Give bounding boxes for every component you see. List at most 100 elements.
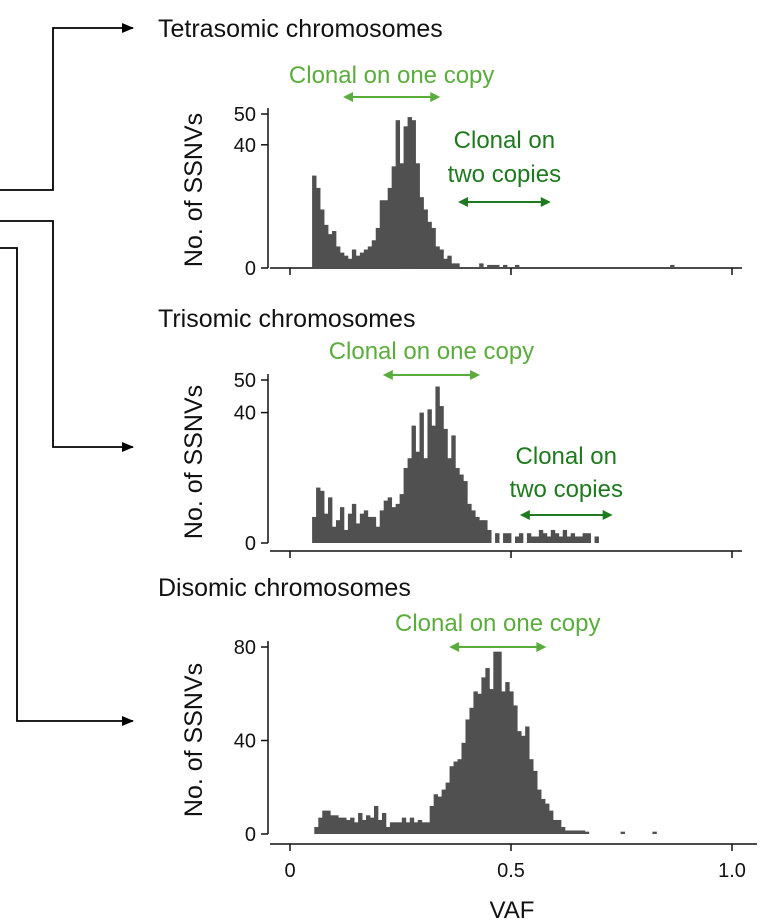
annotation-arrowhead-right [536,642,547,652]
histogram-bar [538,529,544,543]
histogram-bar [431,425,436,543]
histogram-bar [391,166,397,268]
histogram-bar [331,231,337,268]
histogram-bar [338,817,343,834]
histogram-bar [316,187,321,268]
connector-lines [0,23,134,726]
histogram-bar [395,120,401,268]
histogram-bar [526,533,532,543]
y-tick-label: 50 [234,370,256,392]
histogram-bar [493,651,498,834]
histogram-bar [550,529,556,543]
histogram-bar [552,819,558,834]
histogram-bar [530,536,536,543]
connector-disomic [0,247,134,726]
histogram-bar [479,263,484,268]
panel-title: Disomic chromosomes [158,574,411,602]
histogram-bar [322,810,327,834]
histogram-bar [377,819,383,834]
histogram-bar [391,507,397,543]
histogram-bar [529,759,534,834]
annotations: Clonal on one copy Clonal on two copies [289,62,561,207]
histogram-bar [495,264,500,268]
histogram-bar [350,817,355,834]
histogram-bar [417,819,423,834]
histogram-bar [471,510,476,543]
histogram-bar [503,533,508,543]
histogram-bar [443,258,448,268]
histogram-bar [487,529,492,543]
histogram-bar [433,794,439,834]
histogram-bar [475,516,480,543]
panel-tetrasomic: Tetrasomic chromosomes No. of SSNVs 0 40 5… [158,15,742,280]
histogram-bar [670,264,675,268]
histogram-bar [395,503,401,543]
histogram-bar [379,510,385,543]
histogram-bar [339,507,345,543]
y-tick-label: 40 [234,403,256,425]
histogram-bar [312,516,317,543]
histogram-bar [459,474,464,543]
histogram-bar [367,516,373,543]
histogram-bar [335,520,341,543]
annotation-arrowhead-left [449,642,460,652]
histogram-bar [363,510,369,543]
histogram-bar [564,830,570,834]
y-tick-label: 40 [234,135,256,157]
histogram-bar [330,815,335,834]
histogram-bar [316,487,321,543]
histogram-bar [469,707,474,834]
histogram-bar [491,264,496,268]
histogram-bar [421,822,427,834]
histogram-bar [574,536,580,543]
panel-trisomic: Trisomic chromosomes No. of SSNVs 04050 … [158,305,742,558]
histogram-bar [403,126,408,268]
histogram-bar [443,428,448,543]
histogram-bar [554,533,560,543]
x-tick-label: 0.5 [497,860,525,882]
x-tick-label: 0 [284,860,295,882]
histogram-bar [477,693,482,834]
histogram-bar [560,826,566,834]
y-axis-label: No. of SSNVs [180,663,208,817]
histogram-bar [397,822,403,834]
annotation-label: Clonal on one copy [329,338,534,365]
histogram-bar [375,526,381,543]
histogram-bar [389,822,395,834]
histogram-bar [401,817,407,834]
histogram-bar [363,249,369,268]
annotation-label: Clonal on two copies [448,127,561,188]
histogram-bar [439,249,444,268]
y-tick-label: 0 [245,258,256,280]
histogram-bars [314,651,657,834]
histogram-bar [542,533,548,543]
histogram-bar [505,682,510,834]
histogram-bar [355,523,361,543]
histogram-bar [431,227,436,268]
histogram-bar [455,263,460,268]
histogram-bar [366,815,371,834]
histogram-bar [439,406,444,543]
histogram-bar [383,200,389,268]
histogram-bar [483,520,488,543]
histogram-bar [328,497,333,543]
y-tick-label: 80 [234,637,256,659]
histogram-bar [449,766,454,834]
histogram-bar [568,830,574,834]
histogram-bar [441,789,446,834]
histogram-bar [359,252,365,268]
histogram-bar [425,822,431,834]
histogram-bar [501,691,506,834]
histogram-bar [467,503,472,543]
histogram-bar [447,255,452,268]
histogram-bar [479,520,484,543]
histogram-bar [419,412,424,543]
histogram-bar [387,187,393,268]
histogram-bar [521,735,526,834]
histogram-bar [580,830,586,834]
histogram-bar [481,677,486,834]
histogram-bar [534,536,540,543]
histogram-bar [324,224,329,268]
annotation-arrowhead-right [540,197,551,207]
